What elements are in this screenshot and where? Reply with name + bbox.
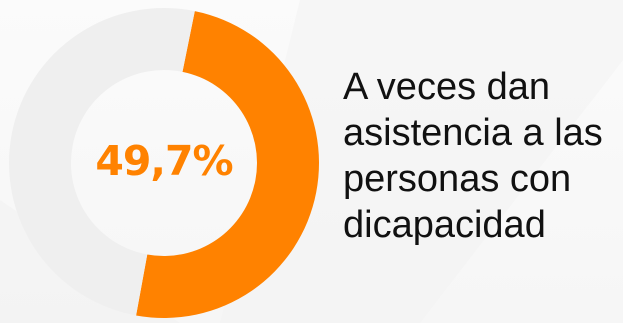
center-percentage: 49,7% (95, 137, 233, 185)
donut-slice-remainder (9, 8, 195, 316)
caption-line: personas con (343, 158, 572, 200)
caption-line: dicapacidad (343, 204, 546, 246)
caption-line: A veces dan (343, 66, 551, 108)
caption-line: asistencia a las (343, 112, 603, 154)
chart-caption: A veces dan asistencia a las personas co… (343, 64, 621, 248)
donut-slice-highlight (136, 11, 320, 319)
